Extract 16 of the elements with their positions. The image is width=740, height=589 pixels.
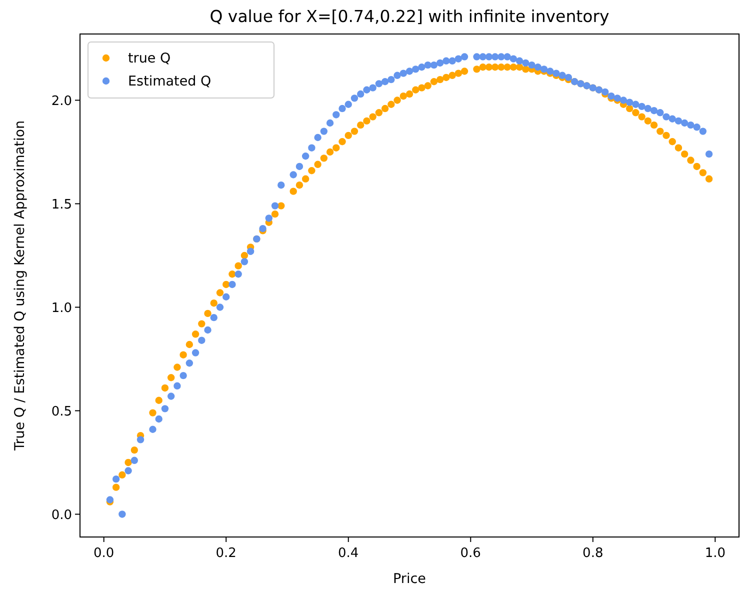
chart-title: Q value for X=[0.74,0.22] with infinite inventory [210,7,610,26]
y-tick-label: 0.5 [51,404,72,420]
x-tick-label: 1.0 [704,546,726,561]
legend-label: Estimated Q [128,74,212,90]
y-axis-title: True Q / Estimated Q using Kernel Approximation [12,120,28,452]
x-tick-label: 0.6 [460,546,481,561]
y-tick-label: 2.0 [51,94,72,109]
x-tick-label: 0.8 [582,546,604,561]
x-axis-title: Price [393,571,426,587]
x-tick-label: 0.2 [216,546,236,561]
legend-label: true Q [128,50,171,67]
x-tick-label: 0.4 [338,546,359,561]
y-tick-label: 1.5 [51,197,72,212]
x-tick-label: 0.0 [94,546,114,561]
y-tick-label: 0.0 [51,508,72,523]
y-tick-label: 1.0 [51,300,72,316]
